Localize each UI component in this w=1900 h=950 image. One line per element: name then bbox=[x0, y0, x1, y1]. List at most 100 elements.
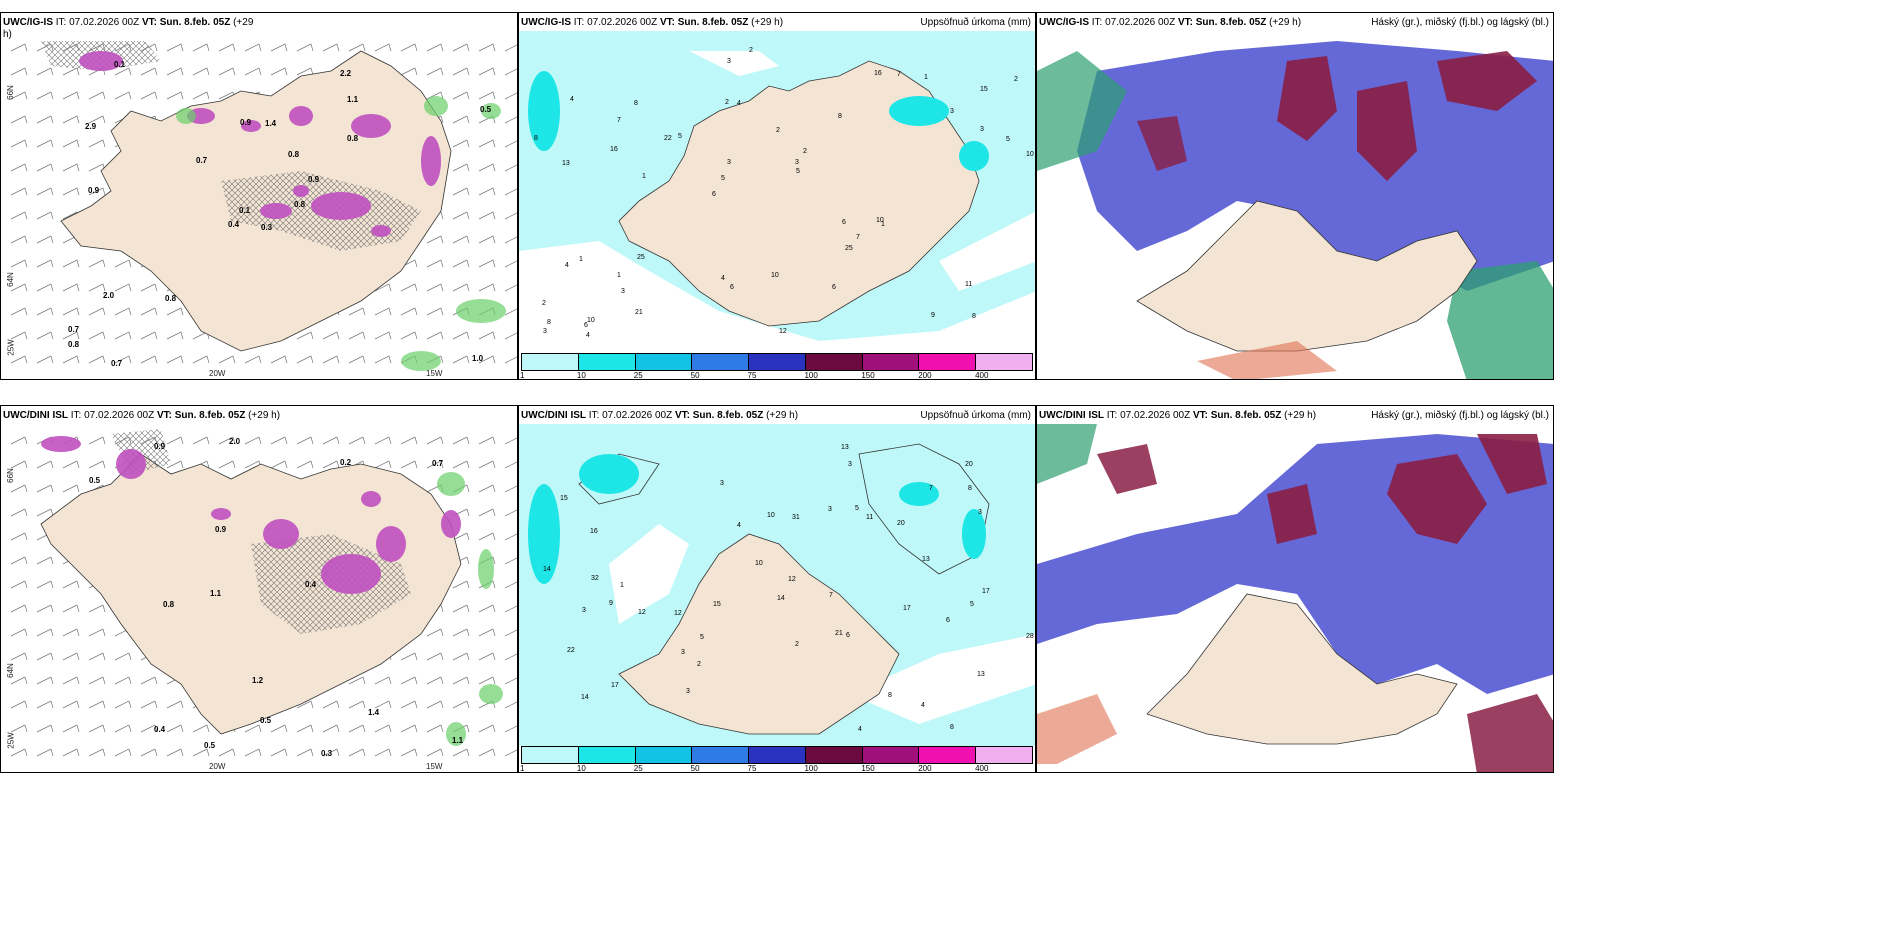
wind-barb-flag bbox=[76, 163, 80, 172]
wind-barb bbox=[166, 700, 182, 709]
wind-barb-flag bbox=[76, 724, 80, 733]
wind-barb bbox=[348, 331, 364, 340]
wind-barb-flag bbox=[76, 604, 80, 613]
wind-barb-flag bbox=[128, 700, 132, 709]
wind-barb bbox=[374, 748, 390, 757]
wind-barb bbox=[36, 676, 52, 685]
panel-right-label: Háský (gr.), miðský (fj.bl.) og lágský (… bbox=[1371, 17, 1549, 28]
wind-barb bbox=[62, 604, 78, 613]
iceland-land bbox=[1146, 593, 1458, 745]
wind-barb bbox=[504, 485, 517, 493]
wind-barb bbox=[192, 748, 208, 757]
wind-barb-flag bbox=[440, 724, 444, 733]
map-value-label: 2 bbox=[749, 47, 753, 54]
wind-barb bbox=[504, 332, 517, 340]
wind-barb-flag bbox=[310, 748, 314, 757]
wind-barb bbox=[400, 700, 416, 709]
wind-barb bbox=[192, 436, 208, 445]
wind-barb-flag bbox=[232, 748, 236, 757]
colorbar-segment bbox=[805, 747, 863, 763]
colorbar-label: 10 bbox=[576, 764, 586, 773]
wind-barb-flag bbox=[466, 235, 470, 244]
high-cloud bbox=[1267, 484, 1317, 544]
map-value-label: 0.9 bbox=[88, 186, 100, 195]
wind-barb-flag bbox=[154, 748, 158, 757]
map-value-label: 2 bbox=[1014, 76, 1018, 83]
axis-lat: 25W bbox=[6, 732, 16, 749]
dry-area bbox=[849, 634, 1035, 724]
wind-barb-flag bbox=[492, 163, 496, 172]
wind-barb-flag bbox=[466, 484, 470, 493]
colorbar-segment bbox=[522, 747, 579, 763]
wind-barb bbox=[426, 283, 442, 292]
wind-barb bbox=[62, 652, 78, 661]
wind-barb bbox=[504, 725, 517, 733]
wind-barb-flag bbox=[76, 259, 80, 268]
wind-barb bbox=[504, 284, 517, 292]
wind-barb bbox=[36, 235, 52, 244]
wind-barb bbox=[114, 259, 130, 268]
wind-barb bbox=[478, 436, 494, 445]
panel-title: UWC/IG-IS IT: 07.02.2026 00Z VT: Sun. 8.… bbox=[521, 17, 784, 29]
wind-barb-flag bbox=[388, 355, 392, 364]
map-value-label: 12 bbox=[674, 610, 682, 617]
map-value-label: 12 bbox=[638, 609, 646, 616]
wind-barb-flag bbox=[284, 460, 288, 469]
wind-barb bbox=[452, 211, 468, 220]
map-value-label: 7 bbox=[829, 592, 833, 599]
wind-barb bbox=[10, 700, 26, 709]
wind-barb bbox=[374, 436, 390, 445]
map-value-label: 13 bbox=[562, 160, 570, 167]
wind-barb bbox=[374, 43, 390, 52]
wind-barb bbox=[36, 139, 52, 148]
wind-barb bbox=[10, 331, 26, 340]
wind-barb-flag bbox=[24, 115, 28, 124]
wind-barb-flag bbox=[310, 724, 314, 733]
wind-barb-flag bbox=[440, 676, 444, 685]
map-value-label: 8 bbox=[968, 485, 972, 492]
wind-barb bbox=[218, 91, 234, 100]
colorbar-segment bbox=[805, 354, 863, 370]
high-cloud bbox=[1137, 116, 1187, 171]
wind-barb bbox=[10, 724, 26, 733]
wind-barb bbox=[478, 484, 494, 493]
colorbar-label: 150 bbox=[861, 764, 875, 773]
wind-barb bbox=[426, 259, 442, 268]
wind-barb bbox=[62, 331, 78, 340]
high-cloud bbox=[1467, 694, 1553, 772]
wind-barb-flag bbox=[206, 67, 210, 76]
wind-barb bbox=[36, 748, 52, 757]
wind-barb bbox=[36, 307, 52, 316]
dry-area bbox=[519, 241, 1035, 353]
map-value-label: 8 bbox=[547, 319, 551, 326]
wind-barb bbox=[478, 187, 494, 196]
wind-barb bbox=[10, 748, 26, 757]
high-cloud bbox=[1197, 341, 1337, 379]
wind-barb-flag bbox=[206, 355, 210, 364]
wind-barb-flag bbox=[414, 460, 418, 469]
wind-barb-flag bbox=[24, 700, 28, 709]
wind-barb bbox=[296, 700, 312, 709]
wind-barb bbox=[36, 211, 52, 220]
wind-barb-flag bbox=[102, 187, 106, 196]
wind-barb bbox=[504, 92, 517, 100]
wind-barb-flag bbox=[128, 259, 132, 268]
colorbar-label: 25 bbox=[633, 764, 643, 773]
wind-barb bbox=[374, 460, 390, 469]
wind-barb bbox=[478, 235, 494, 244]
map-value-label: 3 bbox=[686, 688, 690, 695]
axis-lon: 15W bbox=[426, 369, 443, 378]
wind-barb-flag bbox=[284, 43, 288, 52]
panel-r2-wind: UWC/DINI ISL IT: 07.02.2026 00Z VT: Sun.… bbox=[0, 405, 518, 773]
map-value-label: 25 bbox=[845, 245, 853, 252]
colorbar-label: 100 bbox=[804, 371, 818, 380]
wind-barb-flag bbox=[76, 91, 80, 100]
precip-heavy bbox=[528, 454, 986, 584]
map-value-label: 4 bbox=[721, 275, 725, 282]
wind-barb-flag bbox=[24, 532, 28, 541]
wind-barb-flag bbox=[258, 43, 262, 52]
wind-barb-flag bbox=[440, 628, 444, 637]
wind-barb bbox=[504, 557, 517, 565]
wind-barb bbox=[504, 749, 517, 757]
wind-barb bbox=[36, 724, 52, 733]
